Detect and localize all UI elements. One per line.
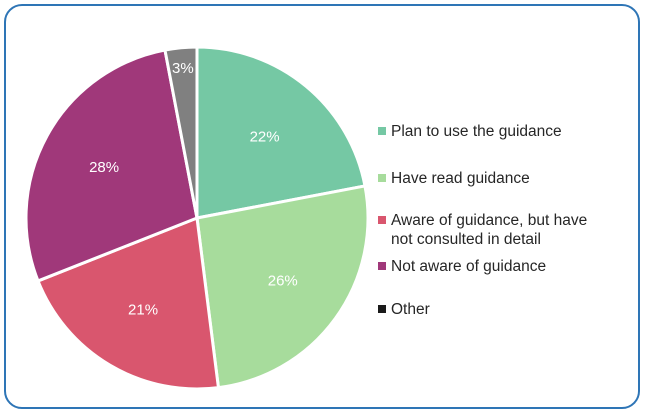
- legend-item-plan-to-use: Plan to use the guidance: [378, 122, 641, 141]
- legend-swatch: [378, 174, 386, 182]
- pie-data-labels: 22% 26% 21% 28% 3%: [89, 60, 298, 318]
- pie-slices: [24, 45, 370, 391]
- legend-item-not-aware: Not aware of guidance: [378, 257, 641, 276]
- data-label-not-aware-of-guidance: 28%: [89, 159, 119, 176]
- data-label-aware-of-guidance-but-have-not-consulted-in-detail: 21%: [128, 301, 158, 318]
- legend-label: Aware of guidance, but have not consulte…: [391, 212, 588, 248]
- data-label-have-read-guidance: 26%: [268, 272, 298, 289]
- legend-swatch: [378, 262, 386, 270]
- legend-label: Plan to use the guidance: [391, 123, 562, 140]
- legend-label: Not aware of guidance: [391, 258, 547, 275]
- legend-label: Have read guidance: [391, 170, 530, 187]
- pie-slice-plan-to-use-the-guidance: [195, 45, 367, 220]
- legend-swatch: [378, 305, 386, 313]
- legend-item-have-read: Have read guidance: [378, 169, 641, 188]
- legend-label: Other: [391, 301, 430, 318]
- pie-slice-not-aware-of-guidance: [24, 48, 199, 283]
- legend-item-other: Other: [378, 300, 641, 319]
- pie-slice-have-read-guidance: [195, 184, 370, 390]
- data-label-other: 3%: [172, 60, 194, 77]
- legend-swatch: [378, 127, 386, 135]
- legend-item-aware-not-consulted: Aware of guidance, but have not consulte…: [378, 211, 641, 249]
- pie-slice-aware-of-guidance-but-have-not-consulted-in-detail: [36, 216, 220, 391]
- data-label-plan-to-use-the-guidance: 22%: [250, 128, 280, 145]
- pie-slice-other: [163, 45, 199, 220]
- legend-swatch: [378, 216, 386, 224]
